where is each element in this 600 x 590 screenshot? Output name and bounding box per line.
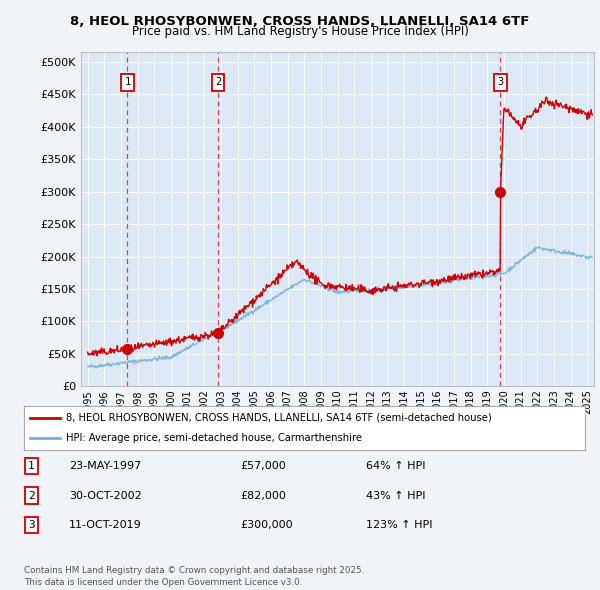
Text: 123% ↑ HPI: 123% ↑ HPI — [366, 520, 433, 530]
Text: 3: 3 — [497, 77, 503, 87]
Text: £300,000: £300,000 — [240, 520, 293, 530]
Text: 64% ↑ HPI: 64% ↑ HPI — [366, 461, 425, 471]
Text: 2: 2 — [28, 491, 35, 500]
Text: HPI: Average price, semi-detached house, Carmarthenshire: HPI: Average price, semi-detached house,… — [66, 433, 362, 443]
Text: 30-OCT-2002: 30-OCT-2002 — [69, 491, 142, 500]
Text: 1: 1 — [124, 77, 131, 87]
Text: 43% ↑ HPI: 43% ↑ HPI — [366, 491, 425, 500]
Text: 8, HEOL RHOSYBONWEN, CROSS HANDS, LLANELLI, SA14 6TF: 8, HEOL RHOSYBONWEN, CROSS HANDS, LLANEL… — [70, 15, 530, 28]
Text: 1: 1 — [28, 461, 35, 471]
Text: 8, HEOL RHOSYBONWEN, CROSS HANDS, LLANELLI, SA14 6TF (semi-detached house): 8, HEOL RHOSYBONWEN, CROSS HANDS, LLANEL… — [66, 413, 492, 423]
Text: 23-MAY-1997: 23-MAY-1997 — [69, 461, 141, 471]
Text: £82,000: £82,000 — [240, 491, 286, 500]
Text: 3: 3 — [28, 520, 35, 530]
Text: 2: 2 — [215, 77, 221, 87]
Text: 11-OCT-2019: 11-OCT-2019 — [69, 520, 142, 530]
Text: Contains HM Land Registry data © Crown copyright and database right 2025.
This d: Contains HM Land Registry data © Crown c… — [24, 566, 364, 587]
Text: £57,000: £57,000 — [240, 461, 286, 471]
Text: Price paid vs. HM Land Registry's House Price Index (HPI): Price paid vs. HM Land Registry's House … — [131, 25, 469, 38]
